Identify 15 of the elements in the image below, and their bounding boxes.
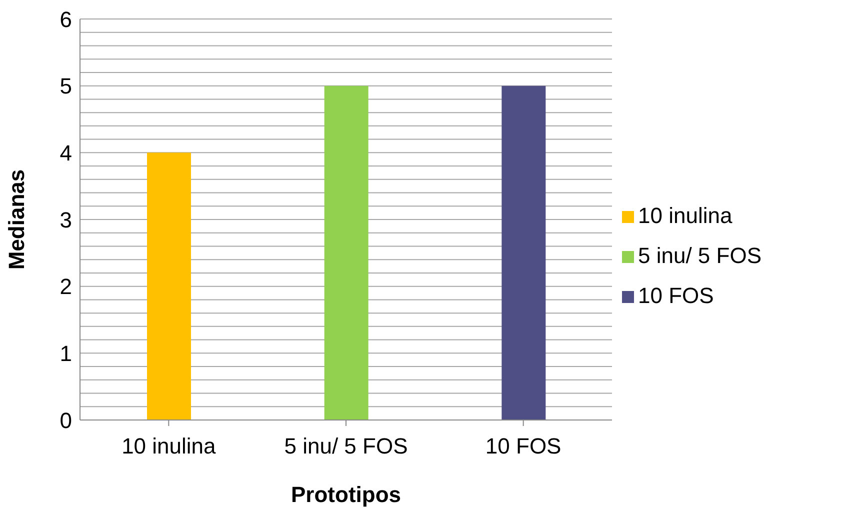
y-tick-label: 5 [60,74,72,99]
x-tick-label: 10 inulina [122,434,217,459]
y-tick-label: 2 [60,274,72,300]
legend-label: 10 FOS [638,283,714,308]
x-tick-label: 5 inu/ 5 FOS [284,434,408,459]
y-tick-label: 4 [60,140,72,166]
x-axis-title: Prototipos [291,482,401,507]
y-tick-label: 0 [60,408,72,433]
y-tick-label: 1 [60,340,72,366]
y-tick-label: 3 [60,207,72,232]
legend-label: 10 inulina [638,203,732,228]
legend-label: 5 inu/ 5 FOS [638,243,762,268]
x-tick-label: 10 FOS [485,434,562,459]
y-axis-title: Medianas [4,169,29,270]
y-tick-label: 6 [60,6,72,32]
